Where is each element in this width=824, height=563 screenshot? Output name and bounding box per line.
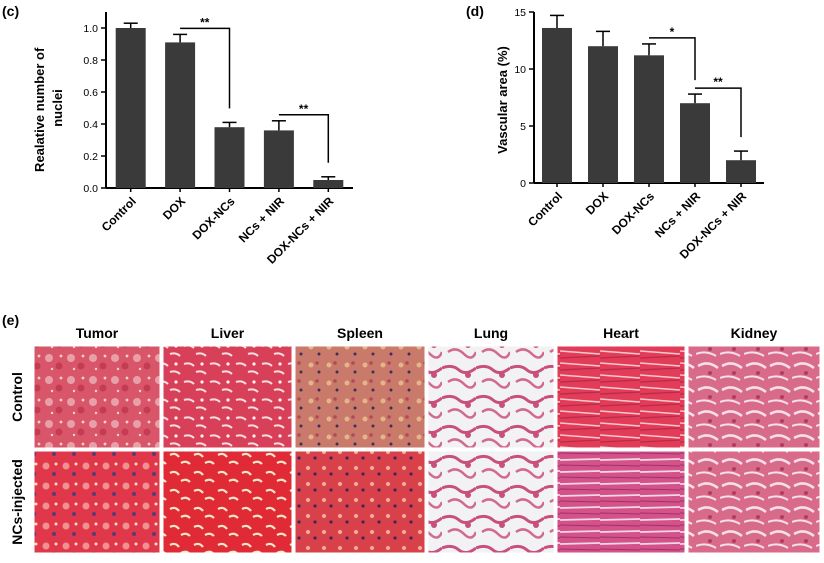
chart-d-ytick-label: 5 (520, 121, 526, 133)
histology-image (687, 345, 821, 449)
chart-c-ylabel-line-2: nuclei (50, 89, 65, 127)
panel-label-d: (d) (466, 3, 484, 19)
chart-d-bar (588, 46, 618, 184)
histology-image (294, 345, 426, 449)
chart-c-ytick-label: 0.6 (83, 87, 98, 99)
chart-d-category-label: DOX-NCs (609, 189, 657, 237)
chart-d-ylabel: Vascular area (%) (495, 46, 510, 154)
histology-column-label: Heart (603, 325, 639, 341)
histology-column-label: Spleen (337, 325, 383, 341)
chart-c-bar (313, 180, 344, 188)
chart-c-bar (263, 130, 294, 188)
chart-d-significance-label: * (670, 25, 675, 39)
histology-image (33, 450, 161, 554)
chart-c-ytick-label: 0.4 (83, 119, 98, 131)
chart-d-ytick-label: 10 (514, 64, 526, 76)
chart-c-ytick-label: 1.0 (83, 23, 98, 35)
histology-row-label: NCs-injected (9, 459, 25, 545)
chart-c-category-label: NCs + NIR (236, 194, 287, 245)
chart-d-category-label: Control (525, 189, 565, 229)
chart-c-ytick-label: 0.0 (83, 183, 98, 195)
histology-image (556, 450, 686, 554)
chart-c-ytick-label: 0.8 (83, 55, 98, 67)
chart-d-ytick-label: 0 (520, 178, 526, 190)
histology-grid: Tumor Liver Spleen Lung Heart Kidney Control NC… (9, 325, 821, 554)
chart-d-significance-bracket (649, 37, 696, 81)
chart-c-bar (115, 28, 146, 188)
chart-c-ylabel: Realative number of nuclei (32, 44, 65, 172)
histology-column-label: Lung (474, 325, 508, 341)
histology-image (162, 450, 293, 554)
chart-c-category-label: Control (99, 194, 139, 234)
chart-d-bar (634, 55, 664, 183)
histology-image (556, 345, 686, 449)
chart-d-bar (542, 27, 572, 184)
chart-d-significance-label: ** (713, 75, 723, 89)
chart-c-category-label: DOX (160, 194, 188, 222)
histology-image (294, 450, 426, 554)
chart-c-significance-label: ** (200, 15, 210, 29)
chart-d-bar (680, 103, 710, 183)
histology-column-label: Kidney (731, 325, 778, 341)
chart-c-bar (214, 127, 245, 188)
histology-image (162, 345, 293, 449)
chart-d-bar (726, 160, 756, 183)
chart-d-ytick-label: 15 (514, 7, 526, 19)
chart-c-significance-bracket (278, 114, 330, 163)
histology-column-label: Liver (211, 325, 245, 341)
panel-label-e: (e) (2, 312, 19, 328)
panel-label-c: (c) (2, 3, 19, 19)
histology-image (33, 345, 161, 449)
histology-image (687, 450, 821, 554)
histology-image (427, 450, 555, 554)
chart-c-significance-bracket (180, 27, 231, 109)
chart-c-significance-label: ** (299, 102, 309, 116)
chart-c-bar (165, 42, 196, 189)
histology-row-label: Control (9, 372, 25, 422)
histology-column-label: Tumor (76, 325, 119, 341)
chart-c-category-label: DOX-NCs (190, 194, 238, 242)
chart-c-ylabel-line-1: Realative number of (32, 47, 47, 172)
chart-d-significance-bracket (695, 87, 742, 138)
chart-d-category-label: DOX (583, 189, 611, 217)
histology-image (427, 345, 555, 449)
chart-c-ytick-label: 0.2 (83, 151, 98, 163)
